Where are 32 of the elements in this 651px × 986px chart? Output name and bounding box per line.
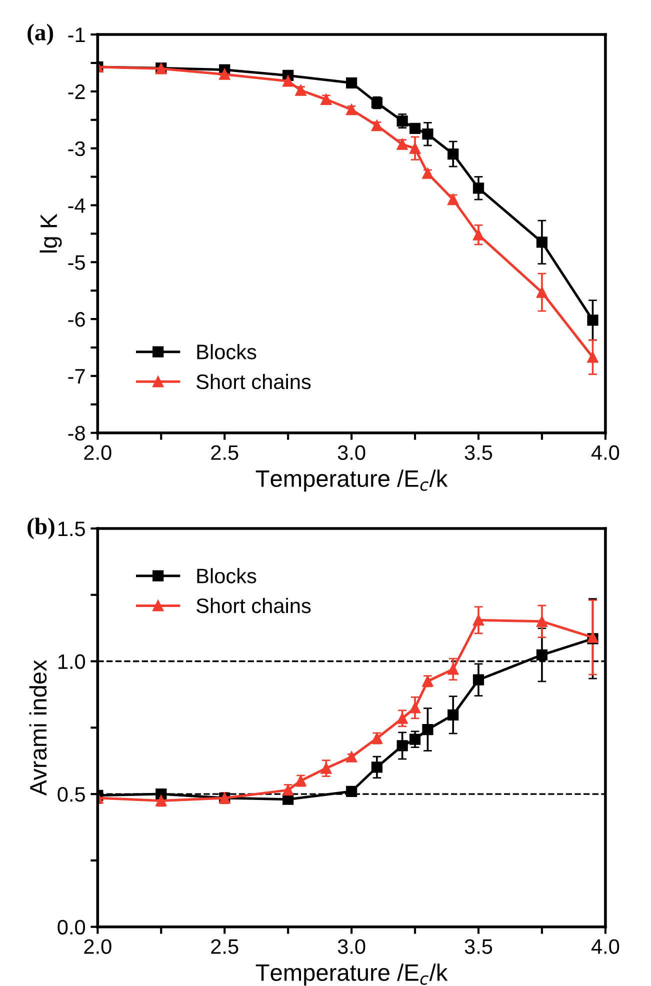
y-tick-label: -2 — [68, 84, 85, 99]
x-tick-label: 2.0 — [84, 939, 112, 954]
x-tick-label: 3.5 — [464, 939, 492, 954]
y-tick-label: 0.0 — [58, 920, 86, 935]
y-tick-label: -7 — [68, 369, 85, 384]
x-tick-label: 3.0 — [338, 445, 366, 460]
legend-label: Short chains — [196, 374, 311, 390]
x-tick-label: 3.5 — [464, 445, 492, 460]
x-axis-title: Temperature /E$_{c}$/k — [256, 964, 448, 986]
y-tick-label: -8 — [68, 426, 85, 441]
y-tick-label: -3 — [68, 141, 85, 156]
y-tick-label: 0.5 — [58, 787, 85, 802]
legend-label: Blocks — [197, 344, 256, 360]
x-axis-title: Temperature /E$_{c}$/k — [256, 470, 448, 492]
y-axis-title: Avrami index — [29, 660, 47, 796]
x-tick-label: 4.0 — [591, 445, 620, 460]
x-tick-label: 2.5 — [211, 939, 238, 954]
y-axis-title: lg K — [40, 214, 62, 252]
y-tick-label: -5 — [68, 255, 85, 270]
y-tick-label: -1 — [68, 28, 85, 42]
y-tick-label: 1.0 — [58, 654, 86, 670]
x-tick-label: 2.0 — [84, 445, 112, 460]
x-tick-label: 2.5 — [211, 445, 238, 460]
y-tick-label: -4 — [68, 198, 86, 213]
legend-label: Blocks — [197, 568, 256, 584]
legend-label: Short chains — [196, 598, 311, 614]
y-tick-label: -6 — [68, 312, 85, 327]
x-tick-label: 4.0 — [591, 939, 620, 954]
x-tick-label: 3.0 — [338, 939, 366, 954]
y-tick-label: 1.5 — [58, 522, 85, 536]
text: (a) — [28, 24, 54, 46]
text: (b) — [28, 518, 54, 540]
